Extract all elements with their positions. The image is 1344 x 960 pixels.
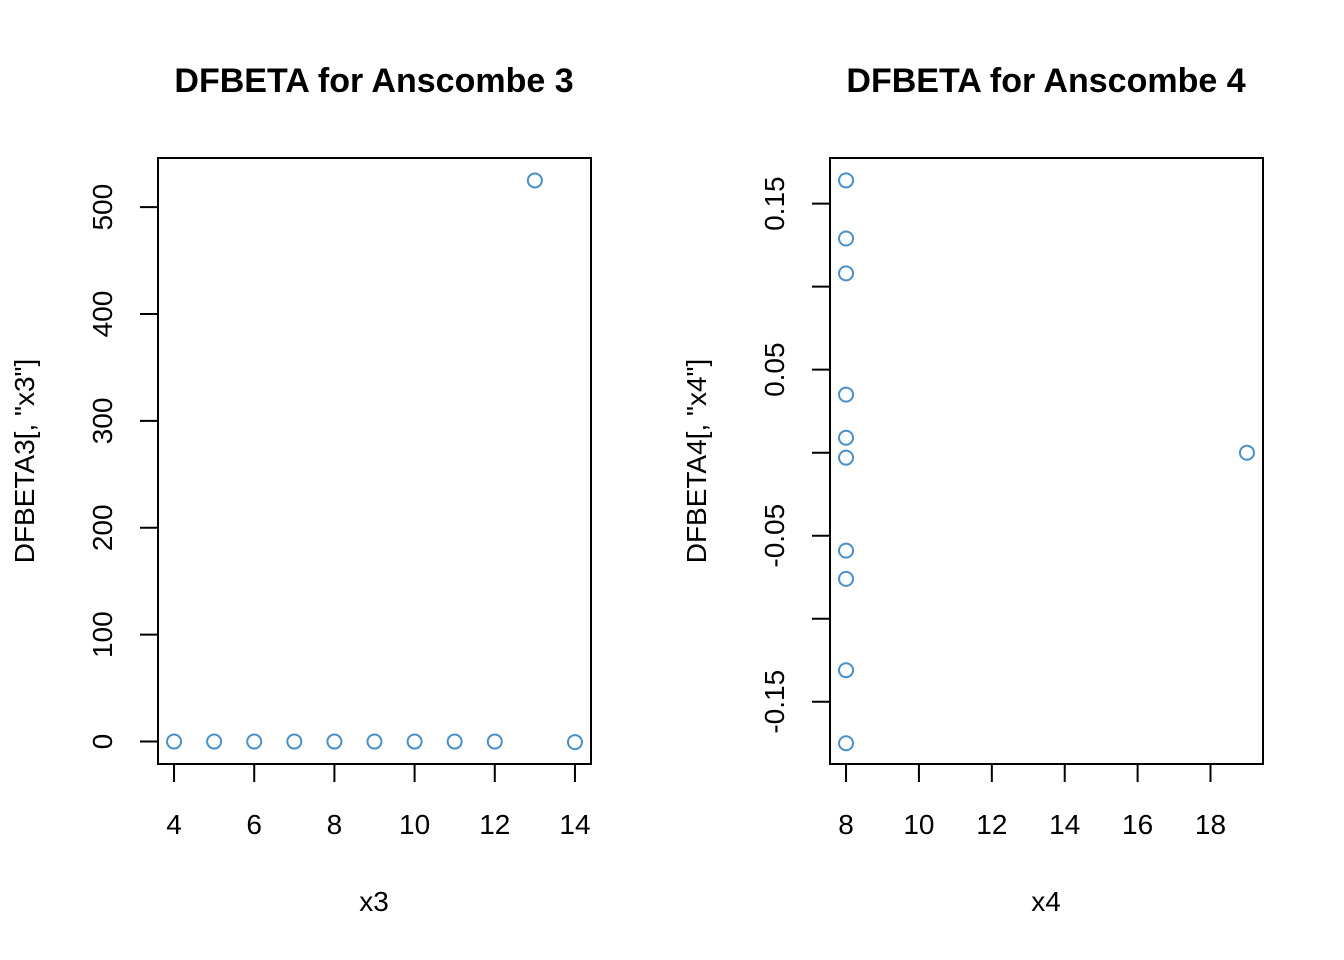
data-point [838, 449, 855, 466]
data-point [1238, 444, 1255, 461]
y-tick-label: -0.15 [759, 670, 790, 734]
x-tick-label: 10 [903, 809, 934, 840]
x-tick-label: 6 [246, 809, 262, 840]
x-tick-label: 14 [559, 809, 590, 840]
data-points [838, 172, 1255, 752]
x-axis-label: x4 [1031, 886, 1061, 917]
data-point [446, 733, 463, 750]
x-axis-label: x3 [359, 886, 389, 917]
data-point [366, 733, 383, 750]
data-point [566, 734, 583, 751]
y-axis: 0 100 200 300 400 500 [87, 184, 158, 750]
y-axis: -0.15 -0.05 0.05 0.15 [759, 176, 830, 734]
y-tick-label: 0 [87, 734, 118, 750]
data-point [838, 662, 855, 679]
data-point [486, 733, 503, 750]
x-axis: 8 10 12 14 16 18 [838, 764, 1226, 840]
panel-anscombe-3: DFBETA for Anscombe 3 4 6 8 10 12 14 0 100 200 3… [9, 62, 592, 917]
y-tick-label: 200 [87, 504, 118, 551]
x-tick-label: 8 [327, 809, 343, 840]
x-tick-label: 18 [1195, 809, 1226, 840]
data-point [838, 735, 855, 752]
y-tick-label: 400 [87, 291, 118, 338]
x-tick-label: 8 [838, 809, 854, 840]
data-point [838, 542, 855, 559]
plot-frame [829, 157, 1264, 765]
chart-title: DFBETA for Anscombe 4 [846, 62, 1245, 100]
x-tick-label: 12 [479, 809, 510, 840]
data-points [166, 172, 583, 751]
data-point [286, 733, 303, 750]
data-point [838, 265, 855, 282]
y-tick-label: -0.05 [759, 504, 790, 568]
data-point [246, 733, 263, 750]
data-point [406, 733, 423, 750]
y-axis-label: DFBETA3[, "x3"] [9, 359, 40, 564]
y-tick-label: 100 [87, 611, 118, 658]
x-tick-label: 12 [976, 809, 1007, 840]
panel-anscombe-4: DFBETA for Anscombe 4 8 10 12 14 16 18 -0.15-… [681, 62, 1264, 917]
data-point [838, 172, 855, 189]
y-tick-label: 0.15 [759, 176, 790, 231]
chart-title: DFBETA for Anscombe 3 [174, 62, 573, 100]
data-point [166, 733, 183, 750]
x-tick-label: 14 [1049, 809, 1080, 840]
data-point [326, 733, 343, 750]
data-point [206, 733, 223, 750]
data-point [838, 429, 855, 446]
x-tick-label: 16 [1122, 809, 1153, 840]
x-tick-label: 10 [399, 809, 430, 840]
y-axis-label: DFBETA4[, "x4"] [681, 359, 712, 564]
y-tick-label: 500 [87, 184, 118, 231]
data-point [838, 570, 855, 587]
y-tick-label: 300 [87, 398, 118, 445]
y-tick-label: 0.05 [759, 342, 790, 397]
data-point [526, 172, 543, 189]
x-tick-label: 4 [166, 809, 182, 840]
data-point [838, 386, 855, 403]
x-axis: 4 6 8 10 12 14 [166, 764, 591, 840]
plot-frame [157, 157, 592, 765]
data-point [838, 230, 855, 247]
